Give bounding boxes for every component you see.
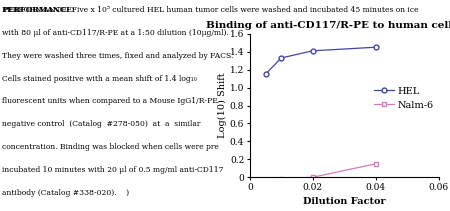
Nalm-6 [310, 176, 315, 179]
Legend: HEL, Nalm-6: HEL, Nalm-6 [374, 87, 434, 110]
Text: concentration. Binding was blocked when cells were pre: concentration. Binding was blocked when … [2, 143, 219, 151]
HEL [263, 73, 268, 75]
HEL [279, 57, 284, 59]
HEL [373, 46, 378, 49]
Text: PERFORMANCE:: PERFORMANCE: [2, 6, 75, 14]
Y-axis label: Log(10) Shift: Log(10) Shift [218, 73, 227, 138]
Line: Nalm-6: Nalm-6 [279, 161, 378, 181]
Nalm-6 [279, 178, 284, 180]
Text: negative control  (Catalog  #278-050)  at  a  similar: negative control (Catalog #278-050) at a… [2, 120, 201, 128]
Text: fluorescent units when compared to a Mouse IgG1/R-PE: fluorescent units when compared to a Mou… [2, 97, 218, 106]
Text: Cells stained positive with a mean shift of 1.4 log₁₀: Cells stained positive with a mean shift… [2, 75, 197, 83]
X-axis label: Dilution Factor: Dilution Factor [303, 197, 386, 206]
Line: HEL: HEL [263, 45, 378, 77]
Text: with 80 μl of anti-CD117/R-PE at a 1:50 dilution (10μg/ml).: with 80 μl of anti-CD117/R-PE at a 1:50 … [2, 29, 229, 37]
Text: They were washed three times, fixed and analyzed by FACS.: They were washed three times, fixed and … [2, 52, 234, 60]
Text: incubated 10 minutes with 20 μl of 0.5 mg/ml anti-CD117: incubated 10 minutes with 20 μl of 0.5 m… [2, 166, 224, 174]
Text: PERFORMANCE: Five x 10⁵ cultured HEL human tumor cells were washed and incubated: PERFORMANCE: Five x 10⁵ cultured HEL hum… [2, 6, 419, 14]
Title: Binding of anti-CD117/R-PE to human cell lines: Binding of anti-CD117/R-PE to human cell… [206, 21, 450, 30]
Nalm-6 [373, 162, 378, 165]
HEL [310, 50, 315, 52]
Text: antibody (Catalog #338-020).    ): antibody (Catalog #338-020). ) [2, 189, 129, 197]
